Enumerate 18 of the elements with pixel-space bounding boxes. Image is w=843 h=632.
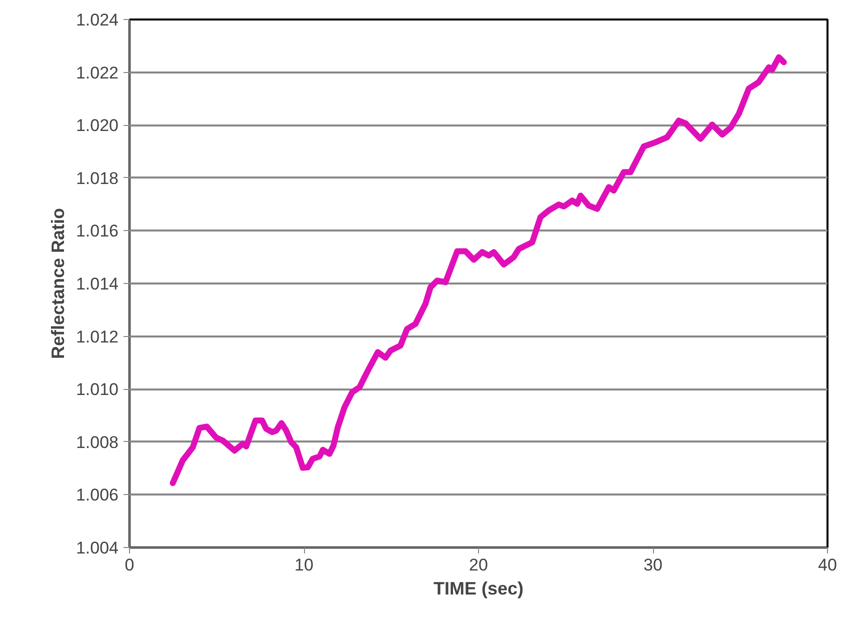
y-tick-label: 1.008 [76, 432, 119, 452]
y-tick-label: 1.022 [76, 63, 119, 82]
x-tick-label: 30 [644, 556, 662, 574]
y-tick-label: 1.014 [76, 274, 119, 294]
x-axis-title: TIME (sec) [433, 578, 524, 598]
y-tick-label: 1.006 [76, 486, 119, 505]
y-tick-label: 1.012 [76, 327, 119, 346]
x-tick-label: 40 [818, 556, 837, 574]
x-tick-label: 20 [469, 556, 488, 574]
y-tick-label: 1.018 [76, 168, 119, 188]
x-tick-label: 0 [124, 556, 134, 574]
y-tick-label: 1.024 [76, 10, 119, 30]
y-tick-label: 1.010 [76, 380, 119, 400]
y-tick-label: 1.004 [76, 538, 119, 558]
y-axis-title: Reflectance Ratio [48, 208, 68, 360]
y-tick-label: 1.016 [76, 222, 119, 241]
x-tick-label: 10 [294, 556, 314, 574]
y-tick-label: 1.020 [76, 116, 119, 136]
